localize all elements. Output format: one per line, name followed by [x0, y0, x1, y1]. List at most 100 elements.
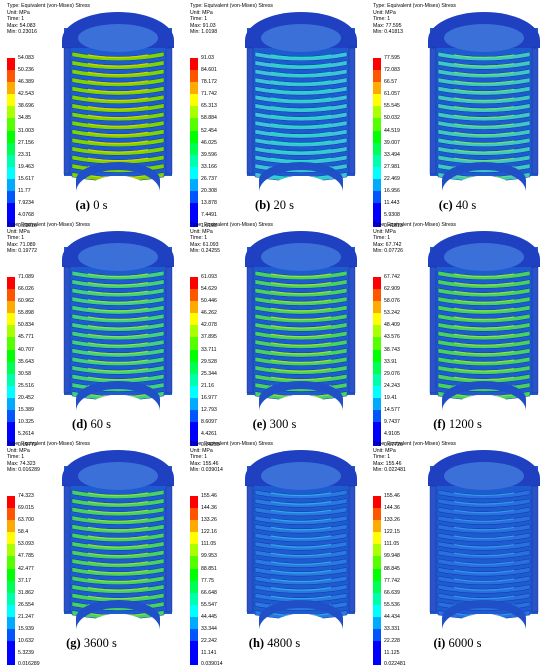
- header-time: Time: 1: [190, 235, 208, 242]
- legend-swatch: [7, 532, 15, 545]
- ring-band: [437, 567, 531, 577]
- ring-band: [437, 322, 531, 332]
- header-unit: Unit: MPa: [190, 447, 213, 454]
- header-unit: Unit: MPa: [190, 228, 213, 235]
- legend-row: 5.9308 0.41813: [373, 212, 413, 229]
- side-strip: [246, 485, 254, 613]
- legend-row: 46.025: [190, 140, 230, 155]
- ring-band: [71, 610, 165, 620]
- legend-row: 133.26: [190, 517, 230, 533]
- side-strip: [348, 266, 356, 394]
- cylinder-model: [58, 448, 178, 630]
- legend-row: 24.243: [373, 383, 413, 398]
- ring-band: [254, 489, 348, 499]
- ring-highlight: [453, 131, 515, 136]
- header-unit: Unit: MPa: [373, 447, 396, 454]
- header-min: Min: 0.022481: [373, 467, 406, 474]
- ring-band: [437, 154, 531, 165]
- legend-swatch: [7, 568, 15, 581]
- legend-row: 91.03: [190, 55, 230, 71]
- ring-highlight: [453, 325, 515, 329]
- ring-highlight: [453, 307, 515, 312]
- legend-row: 22.228: [373, 638, 413, 654]
- result-header: Type: Equivalent (von-Mises) Stress Unit:…: [373, 3, 456, 36]
- legend-swatch: [373, 178, 381, 192]
- legend-row: 44.519: [373, 128, 413, 143]
- ring-band: [254, 68, 348, 79]
- bottom-arch: [259, 381, 343, 411]
- ring-highlight: [453, 149, 515, 153]
- legend-row: 11.141 0.039014: [190, 650, 230, 667]
- ring-highlight: [270, 316, 332, 321]
- ring-highlight: [87, 526, 149, 531]
- ring-band: [71, 592, 165, 603]
- ring-highlight: [270, 359, 332, 364]
- legend-row: 34.85: [7, 115, 47, 131]
- ring-highlight: [453, 552, 515, 557]
- legend-value: 61.057: [384, 91, 400, 98]
- top-cap-inner: [78, 462, 158, 490]
- legend-swatch: [190, 604, 198, 617]
- legend-row: 26.737: [190, 176, 230, 192]
- legend-swatch: [190, 592, 198, 605]
- legend-swatch: [7, 604, 15, 617]
- header-time: Time: 1: [7, 16, 25, 23]
- cylinder-model-svg: [428, 450, 540, 630]
- legend-swatch: [190, 58, 198, 71]
- ring-band: [437, 68, 531, 79]
- bottom-arch: [76, 162, 160, 192]
- ring-band: [254, 391, 348, 401]
- ring-band: [71, 68, 165, 79]
- legend-swatch: [373, 422, 381, 435]
- ring-highlight: [87, 359, 149, 364]
- ring-band: [437, 296, 531, 306]
- legend-row: 38.696: [7, 103, 47, 119]
- legend-swatch: [190, 166, 198, 179]
- ring-band: [254, 305, 348, 315]
- legend-swatch: [373, 130, 381, 143]
- legend-value: 37.17: [18, 577, 31, 584]
- legend-swatch: [373, 520, 381, 533]
- legend-value: 11.443: [384, 200, 400, 207]
- ring-highlight: [87, 106, 149, 110]
- ring-band: [71, 77, 165, 87]
- legend-swatch: [190, 544, 198, 557]
- legend-swatch: [7, 410, 15, 423]
- cylinder-model-svg: [428, 12, 540, 192]
- cylinder-model: [424, 10, 544, 192]
- ring-highlight: [87, 131, 149, 136]
- header-max: Max: 77.595: [373, 22, 402, 29]
- ring-band: [254, 524, 348, 534]
- legend-value: 11.141: [201, 650, 217, 657]
- legend-swatch: [7, 58, 15, 71]
- legend-value: 122.15: [384, 529, 400, 536]
- ring-band: [254, 154, 348, 165]
- ring-band: [71, 287, 165, 298]
- legend-value: 45.771: [18, 334, 34, 341]
- legend-row: 14.577: [373, 407, 413, 423]
- legend-value: 144.36: [384, 505, 400, 512]
- ring-band: [254, 77, 348, 87]
- ring-band: [254, 506, 348, 517]
- legend-value: 61.093: [201, 274, 217, 280]
- ring-highlight: [270, 587, 332, 591]
- legend-swatch: [373, 58, 381, 71]
- legend-value: 33.344: [201, 626, 217, 633]
- ring-band: [254, 120, 348, 130]
- legend-value: 55.547: [201, 601, 217, 608]
- legend-swatch: [190, 82, 198, 95]
- legend-row: 31.003: [7, 128, 47, 143]
- legend-swatch: [190, 215, 198, 228]
- ring-band: [71, 94, 165, 104]
- legend-swatch: [190, 653, 198, 666]
- ring-band: [437, 610, 531, 620]
- header-title: Type: Equivalent (von-Mises) Stress: [7, 222, 91, 228]
- ring-band: [437, 51, 531, 61]
- legend-row: 13.878: [190, 200, 230, 216]
- ring-band: [71, 60, 165, 70]
- ring-band: [437, 120, 531, 130]
- cylinder-model-svg: [245, 450, 357, 630]
- header-unit: Unit: MPa: [7, 228, 30, 235]
- legend-row: 88.845: [373, 566, 413, 581]
- legend-row: 53.242: [373, 310, 413, 326]
